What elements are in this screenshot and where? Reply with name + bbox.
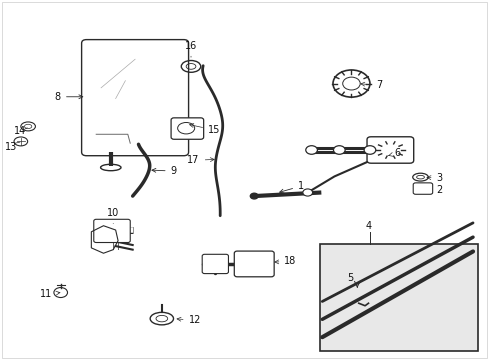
Text: 5: 5 (346, 273, 353, 283)
Circle shape (305, 146, 317, 154)
Text: 10: 10 (107, 208, 119, 224)
Text: 13: 13 (5, 142, 17, 152)
Text: 3: 3 (426, 173, 442, 183)
Circle shape (302, 189, 312, 196)
Circle shape (333, 146, 345, 154)
Text: 14: 14 (14, 126, 26, 136)
FancyBboxPatch shape (94, 219, 130, 243)
Text: 2: 2 (426, 185, 442, 195)
Text: 16: 16 (184, 41, 197, 57)
Text: 4: 4 (365, 221, 371, 231)
FancyBboxPatch shape (234, 251, 274, 277)
FancyBboxPatch shape (171, 118, 203, 139)
Text: 17: 17 (187, 156, 214, 165)
Text: 9: 9 (152, 166, 176, 176)
FancyBboxPatch shape (202, 254, 228, 274)
Text: 18: 18 (274, 256, 296, 266)
Text: 12: 12 (177, 315, 201, 325)
FancyBboxPatch shape (366, 137, 413, 163)
FancyBboxPatch shape (412, 183, 432, 194)
Text: 11: 11 (40, 289, 60, 299)
Text: 8: 8 (55, 92, 82, 102)
Text: 7: 7 (360, 80, 381, 90)
FancyBboxPatch shape (81, 40, 188, 156)
Circle shape (364, 146, 375, 154)
Text: 1: 1 (279, 181, 304, 193)
Text: 15: 15 (189, 123, 220, 135)
Bar (319, 244, 477, 351)
Text: 6: 6 (388, 148, 400, 158)
Circle shape (250, 193, 258, 199)
